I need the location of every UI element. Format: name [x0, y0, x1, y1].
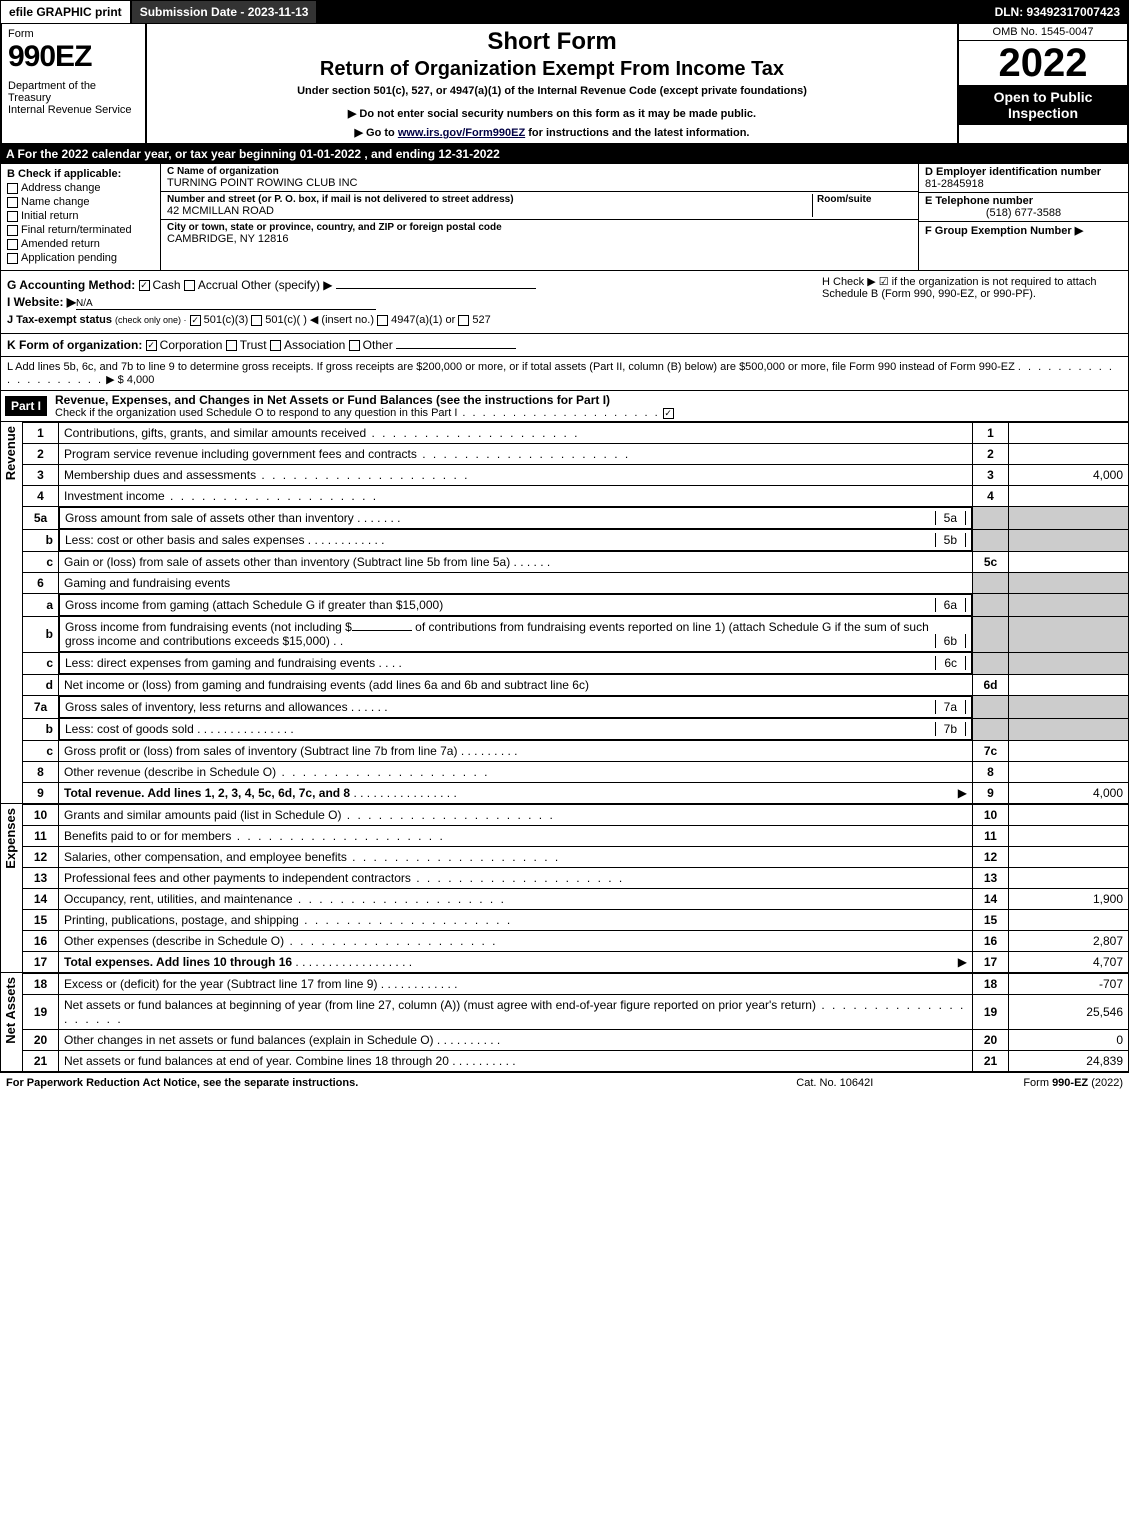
ein: 81-2845918 — [925, 178, 1122, 190]
c-street-lbl: Number and street (or P. O. box, if mail… — [167, 194, 812, 205]
chk-4947[interactable] — [377, 315, 388, 326]
chk-name[interactable]: Name change — [7, 196, 154, 208]
chk-527[interactable] — [458, 315, 469, 326]
irs-link[interactable]: www.irs.gov/Form990EZ — [398, 127, 525, 139]
omb-number: OMB No. 1545-0047 — [959, 24, 1127, 41]
e-lbl: E Telephone number — [925, 195, 1122, 207]
form-header: Form 990EZ Department of the Treasury In… — [0, 24, 1129, 145]
j-line: J Tax-exempt status (check only one) · 5… — [7, 313, 822, 326]
goto-pre: ▶ Go to — [355, 127, 398, 139]
expenses-side: Expenses — [1, 804, 20, 873]
chk-address[interactable]: Address change — [7, 182, 154, 194]
footer-right: Form 990-EZ (2022) — [1023, 1077, 1123, 1089]
chk-pending[interactable]: Application pending — [7, 252, 154, 264]
chk-cash[interactable] — [139, 280, 150, 291]
l-line: L Add lines 5b, 6c, and 7b to line 9 to … — [0, 357, 1129, 391]
c-block: C Name of organization TURNING POINT ROW… — [161, 164, 918, 270]
chk-501c3[interactable] — [190, 315, 201, 326]
part1-badge: Part I — [5, 396, 47, 416]
top-bar: efile GRAPHIC print Submission Date - 20… — [0, 0, 1129, 24]
chk-501c[interactable] — [251, 315, 262, 326]
netassets-block: Net Assets 18Excess or (deficit) for the… — [0, 973, 1129, 1072]
chk-final[interactable]: Final return/terminated — [7, 224, 154, 236]
l-amt: ▶ $ 4,000 — [106, 374, 154, 386]
efile-label: efile GRAPHIC print — [1, 1, 132, 23]
c-city-lbl: City or town, state or province, country… — [167, 222, 912, 233]
city: CAMBRIDGE, NY 12816 — [167, 233, 912, 245]
g-line: G Accounting Method: Cash Accrual Other … — [7, 278, 822, 292]
org-name: TURNING POINT ROWING CLUB INC — [167, 177, 912, 189]
phone: (518) 677-3588 — [925, 207, 1122, 219]
d-lbl: D Employer identification number — [925, 166, 1122, 178]
chk-corp[interactable] — [146, 340, 157, 351]
netassets-table: 18Excess or (deficit) for the year (Subt… — [22, 973, 1129, 1072]
b-checkboxes: B Check if applicable: Address change Na… — [1, 164, 161, 270]
dln-label: DLN: 93492317007423 — [987, 1, 1128, 23]
section-g-h: G Accounting Method: Cash Accrual Other … — [0, 271, 1129, 334]
spacer — [318, 1, 986, 23]
street: 42 MCMILLAN ROAD — [167, 205, 812, 217]
chk-initial[interactable]: Initial return — [7, 210, 154, 222]
chk-trust[interactable] — [226, 340, 237, 351]
footer: For Paperwork Reduction Act Notice, see … — [0, 1072, 1129, 1093]
header-right: OMB No. 1545-0047 2022 Open to Public In… — [957, 24, 1127, 143]
website: N/A — [76, 298, 93, 309]
header-mid: Short Form Return of Organization Exempt… — [147, 24, 957, 143]
inspection-label: Open to Public Inspection — [959, 85, 1127, 125]
period-row: A For the 2022 calendar year, or tax yea… — [0, 145, 1129, 163]
f-lbl: F Group Exemption Number ▶ — [925, 225, 1083, 237]
goto-note: ▶ Go to www.irs.gov/Form990EZ for instru… — [155, 126, 949, 139]
footer-left: For Paperwork Reduction Act Notice, see … — [6, 1077, 796, 1089]
expenses-block: Expenses 10Grants and similar amounts pa… — [0, 804, 1129, 973]
part1-header: Part I Revenue, Expenses, and Changes in… — [0, 391, 1129, 422]
i-line: I Website: ▶N/A — [7, 295, 822, 310]
d-e-f-block: D Employer identification number 81-2845… — [918, 164, 1128, 270]
b-header: B Check if applicable: — [7, 168, 154, 180]
chk-assoc[interactable] — [270, 340, 281, 351]
footer-mid: Cat. No. 10642I — [796, 1077, 873, 1089]
goto-post: for instructions and the latest informat… — [525, 127, 749, 139]
expenses-table: 10Grants and similar amounts paid (list … — [22, 804, 1129, 973]
tax-year: 2022 — [959, 41, 1127, 85]
room-lbl: Room/suite — [817, 194, 912, 205]
form-label: Form — [8, 28, 139, 40]
netassets-side: Net Assets — [1, 973, 20, 1048]
part1-title: Revenue, Expenses, and Changes in Net As… — [55, 393, 1124, 407]
under-section: Under section 501(c), 527, or 4947(a)(1)… — [155, 85, 949, 97]
chk-other[interactable] — [349, 340, 360, 351]
form-number: 990EZ — [8, 40, 139, 74]
chk-amended[interactable]: Amended return — [7, 238, 154, 250]
return-title: Return of Organization Exempt From Incom… — [155, 58, 949, 81]
c-name-lbl: C Name of organization — [167, 166, 912, 177]
short-form-title: Short Form — [155, 28, 949, 56]
revenue-side: Revenue — [1, 422, 20, 484]
revenue-block: Revenue 1Contributions, gifts, grants, a… — [0, 422, 1129, 804]
header-left: Form 990EZ Department of the Treasury In… — [2, 24, 147, 143]
part1-chk-text: Check if the organization used Schedule … — [55, 407, 457, 419]
k-line: K Form of organization: Corporation Trus… — [0, 334, 1129, 357]
section-b-block: B Check if applicable: Address change Na… — [0, 163, 1129, 271]
dne-note: ▶ Do not enter social security numbers o… — [155, 107, 949, 120]
chk-accrual[interactable] — [184, 280, 195, 291]
h-block: H Check ▶ ☑ if the organization is not r… — [822, 275, 1122, 329]
chk-scho[interactable] — [663, 408, 674, 419]
revenue-table: 1Contributions, gifts, grants, and simil… — [22, 422, 1129, 804]
dept-label: Department of the Treasury Internal Reve… — [8, 80, 139, 116]
submission-date: Submission Date - 2023-11-13 — [132, 1, 319, 23]
